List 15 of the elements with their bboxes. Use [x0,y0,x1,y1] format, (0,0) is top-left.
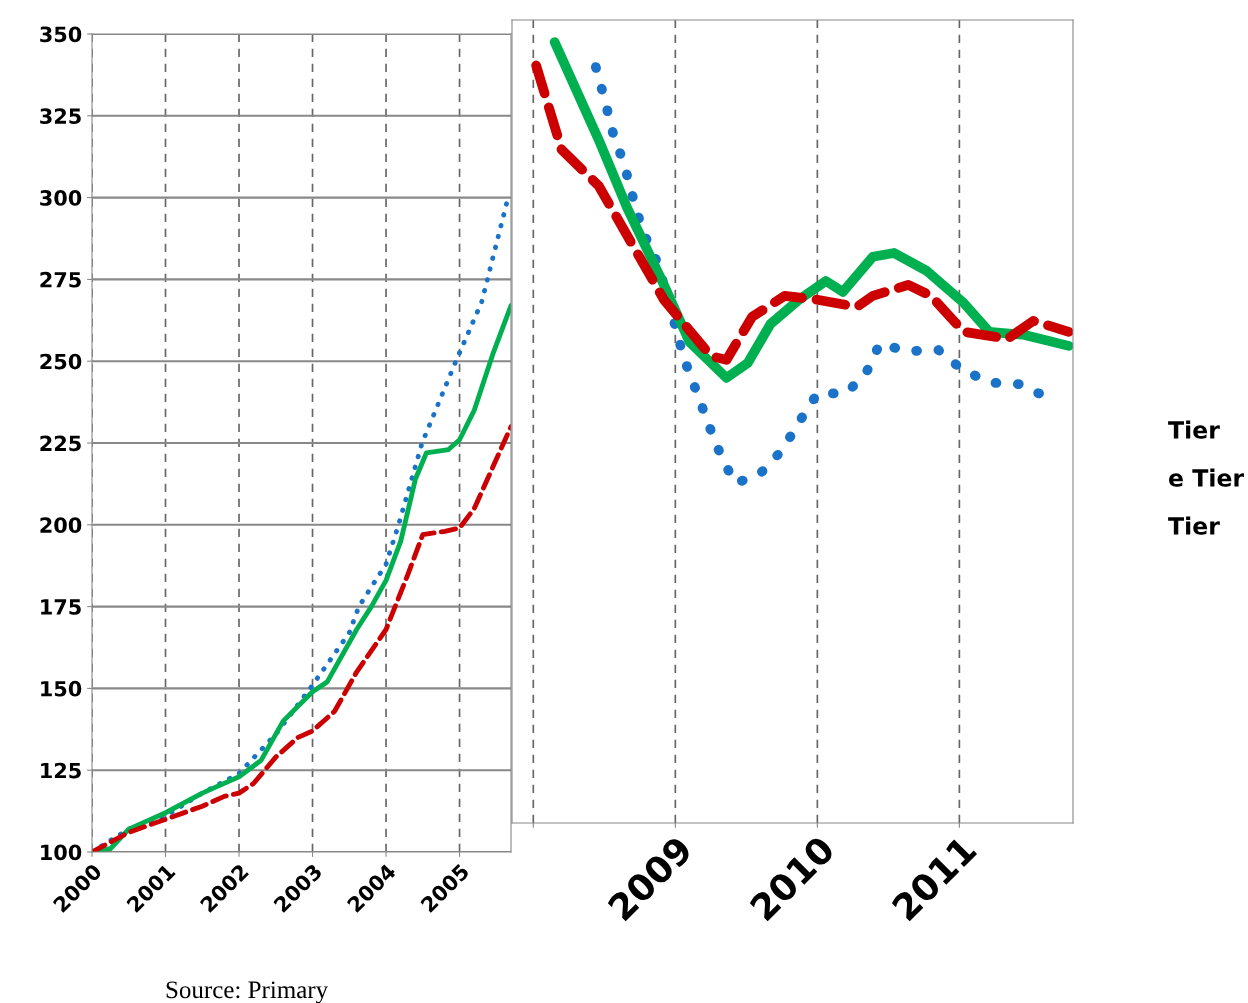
y-tick-label: 325 [40,108,81,125]
y-tick-label: 200 [40,517,82,534]
y-tick-label: 300 [40,190,82,206]
y-tick-label: 175 [41,599,81,615]
y-tick-label: 100 [41,844,82,861]
y-tick-label: 150 [41,680,82,697]
y-tick-label: 225 [40,435,81,452]
y-tick-label: 350 [40,26,82,43]
source-note: Source: Primary [166,981,329,1003]
text: Tier [1168,420,1220,439]
y-tick-label: 125 [41,762,81,779]
text: Tier [1168,516,1220,535]
y-tick-label: 275 [40,271,81,288]
text: e Tier [1169,468,1245,487]
y-tick-label: 250 [40,353,82,370]
